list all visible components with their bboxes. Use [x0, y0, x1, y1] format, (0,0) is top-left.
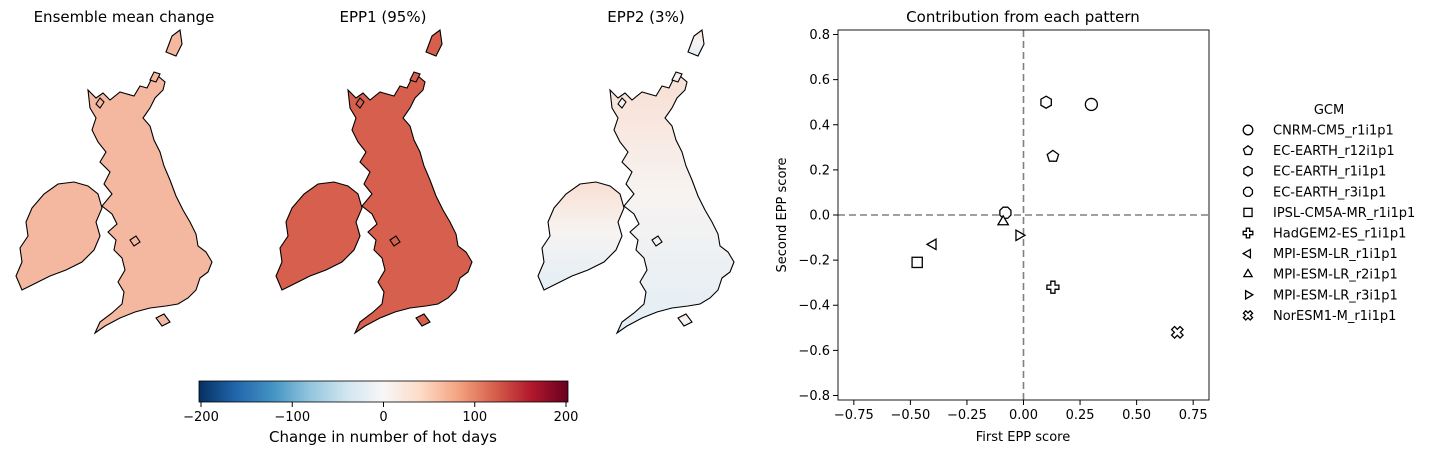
legend-entry-label: MPI-ESM-LR_r2i1p1: [1273, 268, 1398, 283]
map-panel-epp2: EPP2 (3%): [537, 8, 735, 334]
map-title: Ensemble mean change: [34, 8, 215, 26]
legend-entry-label: MPI-ESM-LR_r1i1p1: [1273, 247, 1398, 262]
legend-entry-label: IPSL-CM5A-MR_r1i1p1: [1273, 206, 1415, 221]
legend-marker: [1242, 268, 1254, 278]
y-axis-label: Second EPP score: [775, 158, 790, 273]
legend-marker: [1244, 289, 1255, 301]
map-panel-epp1: EPP1 (95%): [275, 8, 473, 334]
x-tick-label: 0.50: [1122, 408, 1151, 423]
legend-entry-label: EC-EARTH_r1i1p1: [1273, 165, 1386, 180]
y-tick-label: −0.8: [798, 389, 830, 404]
uk-map-shape: [275, 29, 473, 334]
map-title: EPP1 (95%): [340, 8, 427, 26]
legend-title: GCM: [1314, 103, 1344, 118]
x-tick-label: −0.50: [890, 408, 930, 423]
x-tick-label: −0.75: [834, 408, 874, 423]
y-tick-label: −0.6: [798, 344, 830, 359]
colorbar-tick-label: 200: [554, 410, 579, 425]
data-point: [1015, 228, 1027, 242]
data-point: [1170, 325, 1184, 339]
map-panel-ensemble-mean: Ensemble mean change: [15, 8, 215, 334]
colorbar-tick-label: −100: [274, 410, 310, 425]
legend-marker: [1242, 309, 1254, 321]
colorbar-tick-label: 0: [379, 410, 387, 425]
uk-map-shape: [15, 29, 213, 334]
legend-marker: [1242, 144, 1254, 156]
legend-marker: [1242, 186, 1254, 197]
uk-map-shape: [537, 29, 735, 334]
y-tick-label: −0.2: [798, 254, 830, 269]
map-title: EPP2 (3%): [607, 8, 684, 26]
legend-entry-label: EC-EARTH_r12i1p1: [1273, 144, 1395, 159]
colorbar-tick-label: −200: [183, 410, 219, 425]
x-axis-label: First EPP score: [976, 430, 1070, 445]
legend-marker: [1243, 207, 1253, 218]
data-point: [925, 238, 937, 251]
y-tick-label: −0.4: [798, 299, 830, 314]
data-point: [1040, 95, 1052, 109]
y-tick-label: 0.4: [809, 118, 830, 133]
scatter-chart: Contribution from each pattern −0.75 −0.5…: [775, 8, 1210, 445]
plot-frame: [837, 29, 1210, 401]
data-point: [996, 214, 1010, 226]
x-tick-label: 0.00: [1009, 408, 1038, 423]
data-point: [1046, 280, 1060, 294]
y-tick-label: 0.8: [809, 28, 830, 43]
colorbar-label: Change in number of hot days: [269, 428, 497, 446]
legend-entry-label: MPI-ESM-LR_r3i1p1: [1273, 288, 1398, 303]
colorbar: −200 −100 0 100 200 Change in number of hot …: [183, 380, 578, 446]
y-tick-label: 0.0: [809, 209, 830, 224]
data-point: [1084, 97, 1099, 112]
legend-marker: [1242, 124, 1254, 136]
legend-marker: [1241, 248, 1252, 259]
x-tick-label: 0.75: [1179, 408, 1208, 423]
legend-entry-label: EC-EARTH_r3i1p1: [1273, 185, 1386, 200]
data-point: [1046, 149, 1060, 162]
legend: GCM CNRM-CM5_r1i1p1 EC-EARTH_r12i1p1 EC-EA…: [1241, 103, 1415, 324]
y-tick-label: 0.6: [809, 73, 830, 88]
data-point: [999, 206, 1012, 219]
colorbar-gradient: [198, 380, 569, 403]
map-panels: Ensemble mean change EPP1 (95%) EPP2 (3%…: [15, 8, 735, 334]
legend-marker: [1242, 227, 1254, 239]
chart-title: Contribution from each pattern: [906, 8, 1140, 26]
data-point: [911, 256, 923, 269]
colorbar-ticks: −200 −100 0 100 200: [183, 402, 578, 425]
legend-entry-label: CNRM-CM5_r1i1p1: [1273, 124, 1394, 139]
plot-area: −0.75 −0.50 −0.25 0.00 0.25 0.50 0.75 −0.8 −0.6 −…: [798, 28, 1209, 423]
legend-entry-label: NorESM1-M_r1i1p1: [1273, 309, 1396, 324]
x-tick-label: 0.25: [1066, 408, 1095, 423]
legend-entry-label: HadGEM2-ES_r1i1p1: [1273, 227, 1406, 242]
legend-marker: [1243, 165, 1253, 177]
y-tick-label: 0.2: [809, 163, 830, 178]
x-tick-label: −0.25: [947, 408, 987, 423]
colorbar-tick-label: 100: [462, 410, 487, 425]
